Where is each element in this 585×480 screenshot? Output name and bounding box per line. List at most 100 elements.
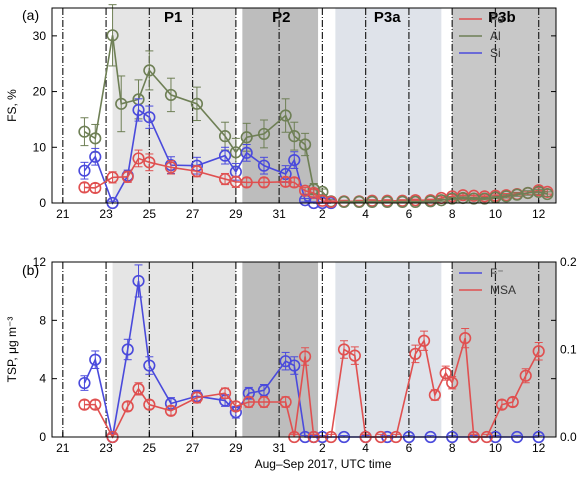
- data-point: [240, 131, 253, 144]
- data-point: [190, 391, 204, 404]
- data-point: [106, 171, 119, 184]
- x-tick-label: 8: [449, 207, 456, 221]
- data-point: [409, 195, 422, 208]
- data-point: [381, 195, 394, 208]
- y-tick-label: 12: [33, 255, 47, 269]
- data-point: [89, 353, 102, 366]
- panel-b: 0 4 8 12 0.0 0.1 0.2 21 23 25 27 29 31 2 4 6 8 10 12 TSP, μ…: [5, 255, 577, 455]
- data-point: [89, 181, 102, 195]
- data-point: [89, 398, 102, 411]
- data-point: [307, 186, 320, 200]
- x-tick-label: 25: [143, 441, 157, 455]
- data-point: [353, 195, 366, 208]
- legend-label: MSA: [490, 283, 516, 297]
- data-point: [132, 382, 145, 395]
- data-point: [396, 195, 409, 208]
- x-tick-label: 25: [143, 207, 157, 221]
- legend-label: Al: [490, 29, 501, 43]
- legend-label: Fe: [490, 12, 504, 26]
- x-tick-label: 4: [362, 207, 369, 221]
- data-point: [132, 152, 145, 165]
- y-tick-label: 4: [39, 372, 46, 386]
- data-point: [279, 109, 292, 122]
- data-point: [257, 384, 271, 397]
- data-point: [279, 395, 292, 409]
- data-point: [506, 395, 519, 409]
- x-tick-label: 23: [99, 441, 113, 455]
- data-point: [337, 195, 351, 208]
- data-point: [519, 369, 532, 382]
- x-axis-title: Aug–Sep 2017, UTC time: [255, 457, 392, 471]
- data-point: [106, 29, 119, 42]
- data-point: [257, 395, 271, 409]
- y-right-tick-label: 0.0: [560, 430, 577, 444]
- data-point: [143, 111, 156, 124]
- x-tick-label: 6: [406, 441, 413, 455]
- series-line-2: [84, 157, 548, 203]
- x-tick-label: 27: [186, 207, 200, 221]
- data-point: [121, 170, 134, 183]
- data-point: [143, 64, 156, 77]
- period-shade-p2: [242, 8, 319, 203]
- data-point: [446, 376, 459, 389]
- data-point: [143, 398, 156, 411]
- data-point: [190, 97, 204, 110]
- data-point: [218, 149, 232, 162]
- data-point: [324, 195, 338, 208]
- y-axis-title: FS, %: [5, 89, 19, 122]
- data-point: [89, 150, 102, 163]
- y-tick-label: 8: [39, 313, 46, 327]
- x-tick-label: 10: [489, 441, 503, 455]
- x-tick-label: 31: [272, 441, 286, 455]
- data-point: [143, 156, 156, 169]
- data-point: [132, 103, 145, 117]
- x-tick-label: 21: [56, 441, 70, 455]
- period-label-p3a: P3a: [374, 9, 401, 26]
- x-tick-label: 21: [56, 207, 70, 221]
- data-point: [366, 195, 379, 208]
- panel-label: (b): [22, 262, 39, 278]
- data-point: [218, 130, 232, 143]
- y-axis-title: TSP, μg m⁻³: [5, 317, 19, 383]
- data-point: [495, 398, 509, 411]
- y-tick-label: 0: [39, 196, 46, 210]
- y-tick-label: 30: [33, 29, 47, 43]
- x-tick-label: 12: [532, 207, 546, 221]
- x-tick-label: 6: [406, 207, 413, 221]
- plot-frame: [51, 7, 557, 204]
- data-point: [121, 400, 134, 413]
- data-point: [164, 161, 178, 174]
- x-tick-label: 23: [99, 207, 113, 221]
- y-tick-label: 10: [33, 140, 47, 154]
- data-point: [288, 176, 301, 189]
- data-point: [257, 159, 271, 172]
- x-tick-label: 29: [229, 441, 243, 455]
- data-point: [190, 165, 204, 178]
- data-point: [288, 130, 301, 143]
- x-tick-label: 8: [449, 441, 456, 455]
- data-point: [242, 395, 255, 409]
- data-point: [164, 404, 178, 417]
- x-tick-label: 29: [229, 207, 243, 221]
- plot-frame: [51, 261, 557, 438]
- data-point: [298, 194, 312, 207]
- legend-label: F⁻: [490, 266, 504, 280]
- data-point: [164, 88, 178, 102]
- series-line-0: [84, 35, 332, 202]
- data-point: [218, 387, 232, 400]
- period-label-p1: P1: [164, 9, 182, 26]
- panel-label: (a): [22, 7, 39, 23]
- data-point: [288, 359, 301, 372]
- period-label-p2: P2: [272, 9, 290, 26]
- data-point: [288, 154, 301, 167]
- data-point: [348, 349, 361, 362]
- data-point: [115, 97, 128, 110]
- y-right-tick-label: 0.2: [560, 255, 577, 269]
- data-point: [428, 388, 441, 402]
- period-shade-p3b: [452, 8, 556, 203]
- data-point: [409, 347, 422, 360]
- data-point: [279, 175, 292, 188]
- data-point: [298, 350, 312, 363]
